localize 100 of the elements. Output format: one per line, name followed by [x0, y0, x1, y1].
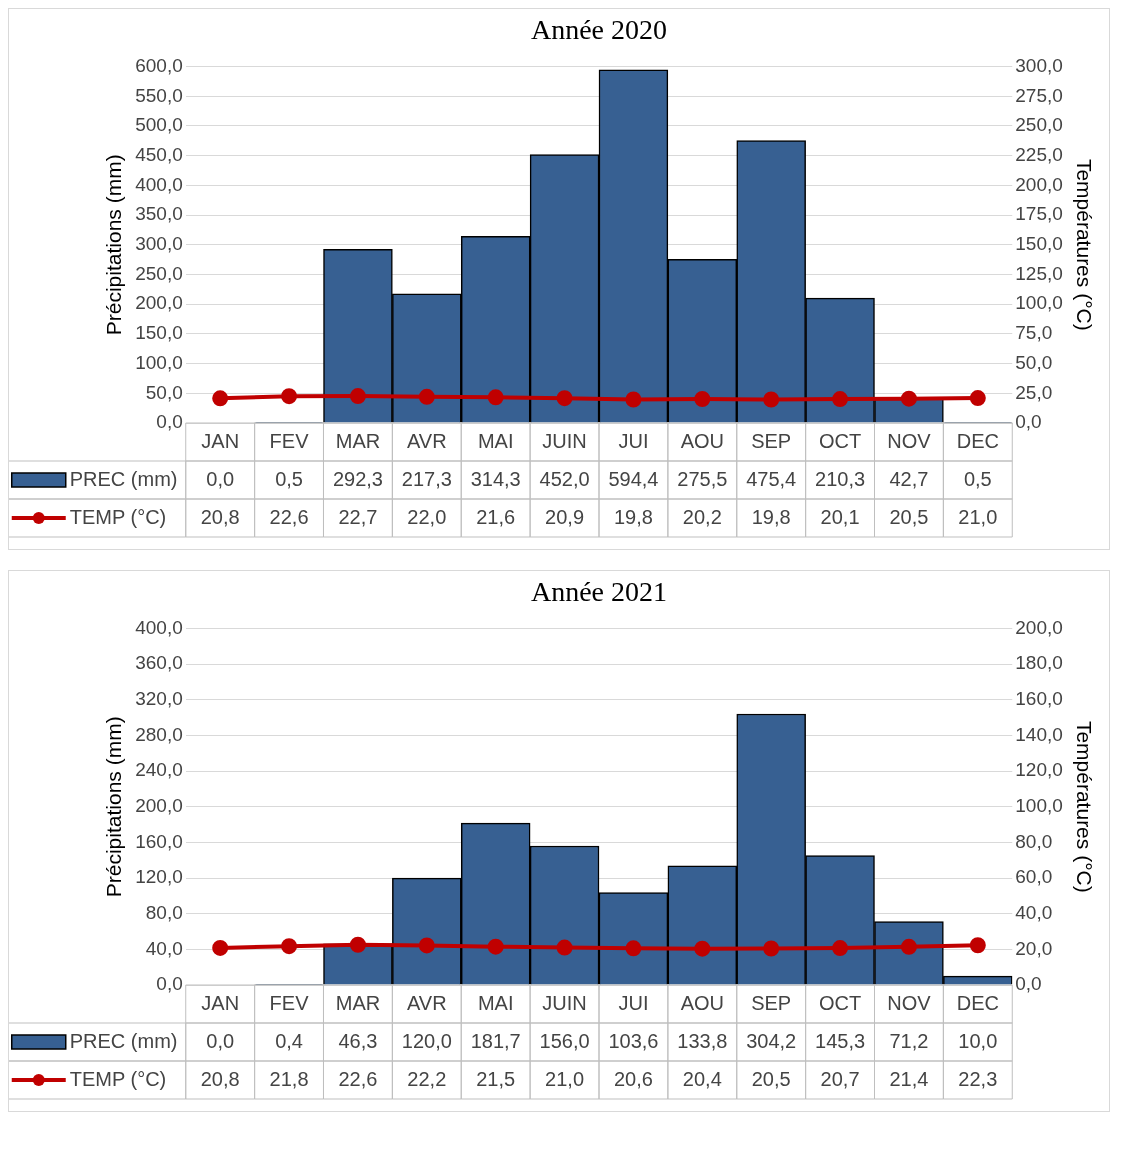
y-tick-label: 280,0 [135, 723, 183, 745]
x-tick-label: JAN [201, 429, 240, 452]
data-label: 210,3 [815, 467, 866, 490]
y-tick-label: 200,0 [135, 292, 183, 314]
y-tick-label: 0,0 [156, 973, 183, 995]
y-tick-label: 550,0 [135, 84, 183, 106]
y-tick-label: 50,0 [145, 381, 183, 403]
y2-tick-label: 200,0 [1015, 173, 1063, 195]
x-tick-label: MAR [335, 429, 381, 452]
y-tick-label: 360,0 [135, 652, 183, 674]
data-label: 0,0 [206, 1029, 235, 1052]
y2-tick-label: 25,0 [1015, 381, 1053, 403]
y2-tick-label: 80,0 [1015, 830, 1053, 852]
data-label: 20,1 [820, 505, 860, 528]
x-tick-label: JUIN [542, 429, 587, 452]
y2-tick-label: 75,0 [1015, 322, 1053, 344]
x-tick-label: MAI [477, 429, 514, 452]
y-tick-label: 320,0 [135, 688, 183, 710]
data-label: 217,3 [401, 467, 452, 490]
data-label: 452,0 [539, 467, 590, 490]
data-label: 20,5 [751, 1067, 791, 1090]
x-tick-label: FEV [269, 991, 310, 1014]
y2-tick-label: 100,0 [1015, 795, 1063, 817]
y-tick-label: 150,0 [135, 322, 183, 344]
legend-label: TEMP (°C) [69, 505, 167, 528]
data-label: 20,6 [613, 1067, 653, 1090]
x-tick-label: JUIN [542, 991, 587, 1014]
y-axis-title: Précipitations (mm) [102, 154, 126, 336]
y2-tick-label: 50,0 [1015, 351, 1053, 373]
data-label: 71,2 [889, 1029, 929, 1052]
data-label: 21,0 [545, 1067, 585, 1090]
data-label: 314,3 [470, 467, 521, 490]
data-label: 304,2 [746, 1029, 797, 1052]
data-label: 22,0 [407, 505, 447, 528]
data-label: 21,8 [269, 1067, 309, 1090]
data-label: 20,8 [200, 505, 240, 528]
y2-tick-label: 200,0 [1015, 616, 1063, 638]
data-label: 42,7 [889, 467, 929, 490]
y2-tick-label: 0,0 [1015, 973, 1042, 995]
y2-tick-label: 300,0 [1015, 54, 1063, 76]
y2-tick-label: 275,0 [1015, 84, 1063, 106]
data-label: 20,9 [545, 505, 585, 528]
y2-axis-title: Températures (°C) [1072, 720, 1096, 893]
data-label: 20,8 [200, 1067, 240, 1090]
data-label: 20,7 [820, 1067, 860, 1090]
y2-tick-label: 180,0 [1015, 652, 1063, 674]
y-tick-label: 350,0 [135, 203, 183, 225]
data-label: 20,4 [682, 1067, 722, 1090]
data-label: 21,5 [476, 1067, 516, 1090]
data-label: 292,3 [332, 467, 383, 490]
data-label: 20,5 [889, 505, 929, 528]
y2-tick-label: 40,0 [1015, 901, 1053, 923]
y-tick-label: 40,0 [145, 937, 183, 959]
y-tick-label: 400,0 [135, 616, 183, 638]
x-tick-label: AOU [680, 991, 724, 1014]
data-label: 120,0 [401, 1029, 452, 1052]
data-label: 21,0 [958, 505, 998, 528]
x-tick-label: FEV [269, 429, 310, 452]
legend-label: TEMP (°C) [69, 1067, 167, 1090]
x-tick-label: JUI [618, 429, 649, 452]
x-tick-label: AVR [406, 991, 447, 1014]
data-label: 10,0 [958, 1029, 998, 1052]
data-label: 22,6 [269, 505, 309, 528]
y2-tick-label: 175,0 [1015, 203, 1063, 225]
y-tick-label: 0,0 [156, 411, 183, 433]
y-tick-label: 400,0 [135, 173, 183, 195]
data-label: 275,5 [677, 467, 728, 490]
x-tick-label: NOV [887, 991, 932, 1014]
data-label: 20,2 [682, 505, 722, 528]
data-label: 22,2 [407, 1067, 447, 1090]
legend-label: PREC (mm) [69, 1029, 178, 1052]
x-tick-label: NOV [887, 429, 932, 452]
chart-title: Année 2021 [530, 576, 668, 608]
data-label: 21,6 [476, 505, 516, 528]
y2-tick-label: 160,0 [1015, 688, 1063, 710]
data-label: 22,3 [958, 1067, 998, 1090]
y-tick-label: 600,0 [135, 54, 183, 76]
y2-tick-label: 225,0 [1015, 143, 1063, 165]
data-label: 22,6 [338, 1067, 378, 1090]
y2-axis-title: Températures (°C) [1072, 158, 1096, 331]
data-label: 19,8 [751, 505, 791, 528]
data-label: 594,4 [608, 467, 659, 490]
x-tick-label: MAI [477, 991, 514, 1014]
data-label: 46,3 [338, 1029, 378, 1052]
chart-title: Année 2020 [530, 14, 668, 46]
data-label: 19,8 [613, 505, 653, 528]
y2-tick-label: 150,0 [1015, 233, 1063, 255]
legend-label: PREC (mm) [69, 467, 178, 490]
data-label: 22,7 [338, 505, 378, 528]
data-label: 133,8 [677, 1029, 728, 1052]
data-label: 145,3 [815, 1029, 866, 1052]
y2-tick-label: 120,0 [1015, 759, 1063, 781]
y-tick-label: 240,0 [135, 759, 183, 781]
x-tick-label: SEP [751, 429, 792, 452]
y-tick-label: 300,0 [135, 233, 183, 255]
x-tick-label: OCT [818, 991, 862, 1014]
data-label: 475,4 [746, 467, 797, 490]
x-tick-label: SEP [751, 991, 792, 1014]
x-tick-label: MAR [335, 991, 381, 1014]
y-tick-label: 200,0 [135, 795, 183, 817]
